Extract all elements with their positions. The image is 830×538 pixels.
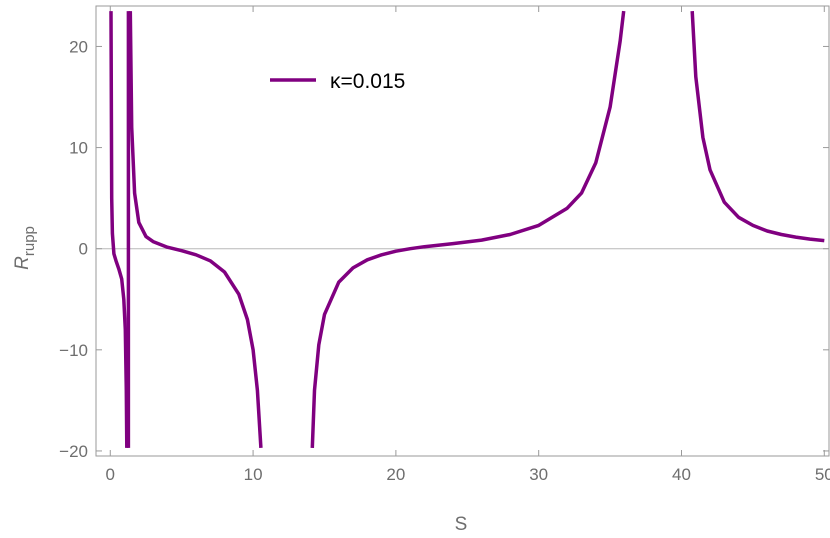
series-1-line-segment <box>128 11 263 449</box>
y-tick-label: 10 <box>69 139 88 158</box>
svg-text:Rrupp: Rrupp <box>12 226 38 270</box>
y-tick-label: 0 <box>79 240 88 259</box>
y-tick-label: −10 <box>59 341 88 360</box>
series-layer <box>109 10 825 449</box>
x-tick-label: 10 <box>244 465 263 484</box>
series-1-line-segment <box>310 10 626 448</box>
y-tick-label: 20 <box>69 37 88 56</box>
legend: κ=0.015 <box>270 70 405 93</box>
plot-frame <box>95 5 830 457</box>
legend-label-series-1: κ=0.015 <box>330 70 405 93</box>
x-tick-label: 0 <box>106 465 115 484</box>
x-axis-title: S <box>455 514 468 535</box>
x-tick-label: 50 <box>815 465 830 484</box>
y-axis-title-sub: rupp <box>21 226 38 256</box>
y-axis-title: Rrupp <box>12 226 38 270</box>
series-1-line-segment <box>690 11 825 243</box>
y-axis-title-main: R <box>12 256 33 270</box>
x-tick-label: 30 <box>529 465 548 484</box>
x-tick-label: 40 <box>672 465 691 484</box>
tick-layer: 0 10 20 30 40 50 −20 −10 0 10 20 <box>59 6 830 484</box>
y-tick-label: −20 <box>59 442 88 461</box>
plot-border <box>95 5 830 457</box>
x-tick-label: 20 <box>386 465 405 484</box>
series-1-line-segment <box>109 11 129 448</box>
